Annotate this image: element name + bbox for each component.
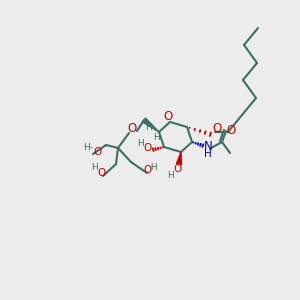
Text: O: O [144,165,152,175]
Text: H: H [168,172,174,181]
Text: H: H [204,149,212,159]
Text: O: O [226,124,236,137]
Text: H: H [92,163,98,172]
Text: O: O [93,147,101,157]
Text: O: O [98,168,106,178]
Text: H: H [136,140,143,148]
Text: H-: H- [83,143,93,152]
Text: ·H: ·H [148,164,158,172]
Text: O: O [128,122,136,136]
Text: O: O [164,110,172,122]
Text: H: H [154,134,160,142]
Text: H: H [145,122,152,131]
Text: O: O [173,164,181,174]
Text: N: N [204,140,212,154]
Text: O: O [212,122,222,134]
Polygon shape [176,152,181,164]
Polygon shape [142,118,159,132]
Text: O: O [144,143,152,153]
